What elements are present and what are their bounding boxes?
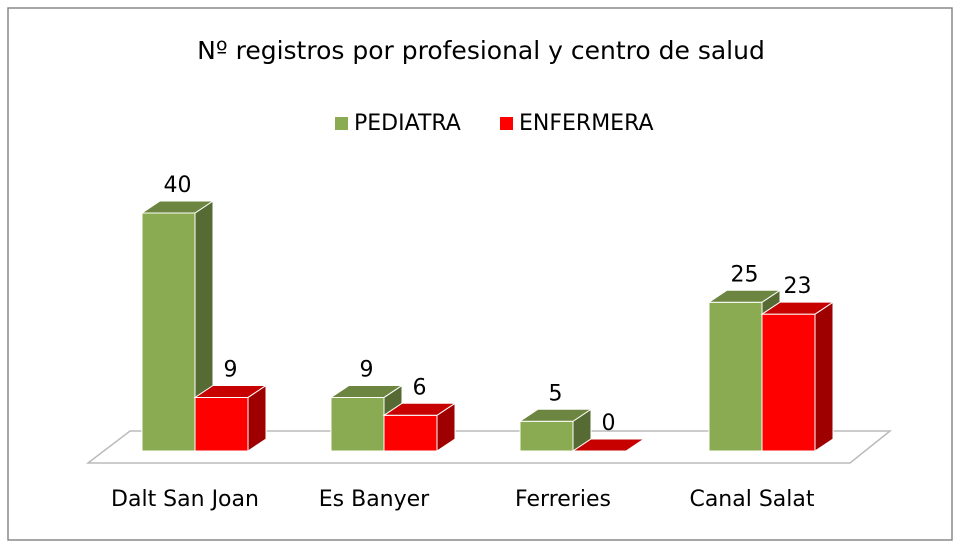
bar-top (707, 289, 782, 303)
bar-top (518, 408, 593, 422)
data-label: 5 (549, 381, 563, 406)
bar-top (571, 438, 646, 452)
x-tick-label: Dalt San Joan (111, 487, 259, 512)
chart-title: Nº registros por profesional y centro de… (197, 36, 765, 65)
bar-front (383, 414, 438, 452)
x-tick-label: Ferreries (515, 487, 611, 512)
bar (571, 438, 646, 452)
data-label: 0 (602, 411, 616, 436)
legend-swatch (335, 117, 348, 130)
x-tick-label: Canal Salat (689, 487, 814, 512)
bar (193, 384, 268, 452)
bar (382, 402, 457, 452)
bar-front (194, 396, 249, 452)
legend-label: ENFERMERA (519, 111, 654, 136)
bar-top (760, 301, 835, 315)
bar-front (708, 301, 763, 452)
bar-front (330, 396, 385, 452)
bar-front (519, 420, 574, 452)
x-tick-label: Es Banyer (319, 487, 430, 512)
bar-side (814, 301, 834, 452)
bar (760, 301, 835, 452)
legend-label: PEDIATRA (354, 111, 461, 136)
data-label: 25 (731, 262, 759, 287)
data-label: 9 (224, 357, 238, 382)
bar-front (141, 212, 196, 452)
bar-top (329, 384, 404, 398)
bar-top (382, 402, 457, 416)
bar-top (140, 200, 215, 214)
data-label: 6 (413, 375, 427, 400)
data-label: 40 (164, 173, 192, 198)
bar-top (193, 384, 268, 398)
data-label: 23 (784, 274, 812, 299)
data-label: 9 (360, 357, 374, 382)
bar-front (761, 313, 816, 452)
floor (85, 430, 893, 464)
bar (518, 408, 593, 452)
legend-swatch (500, 117, 513, 130)
